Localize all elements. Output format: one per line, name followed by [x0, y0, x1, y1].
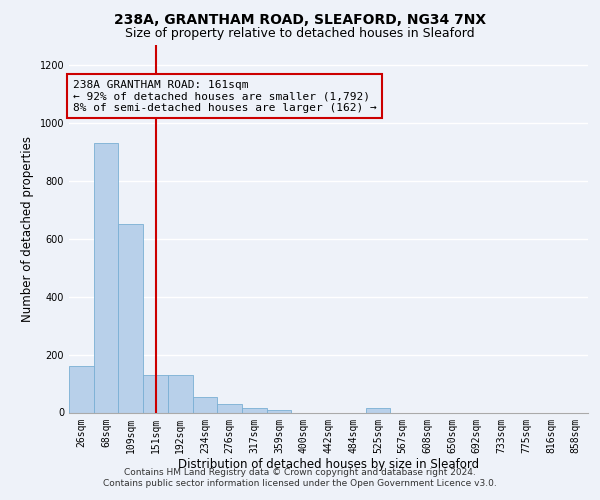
- X-axis label: Distribution of detached houses by size in Sleaford: Distribution of detached houses by size …: [178, 458, 479, 471]
- Bar: [193, 396, 217, 412]
- Text: 238A, GRANTHAM ROAD, SLEAFORD, NG34 7NX: 238A, GRANTHAM ROAD, SLEAFORD, NG34 7NX: [114, 12, 486, 26]
- Bar: [168, 375, 193, 412]
- Y-axis label: Number of detached properties: Number of detached properties: [21, 136, 34, 322]
- Bar: [69, 366, 94, 412]
- Bar: [94, 144, 118, 412]
- Bar: [143, 375, 168, 412]
- Text: Size of property relative to detached houses in Sleaford: Size of property relative to detached ho…: [125, 28, 475, 40]
- Bar: [267, 410, 292, 412]
- Text: Contains HM Land Registry data © Crown copyright and database right 2024.
Contai: Contains HM Land Registry data © Crown c…: [103, 468, 497, 487]
- Bar: [118, 224, 143, 412]
- Bar: [242, 408, 267, 412]
- Bar: [217, 404, 242, 412]
- Text: 238A GRANTHAM ROAD: 161sqm
← 92% of detached houses are smaller (1,792)
8% of se: 238A GRANTHAM ROAD: 161sqm ← 92% of deta…: [73, 80, 376, 113]
- Bar: [365, 408, 390, 412]
